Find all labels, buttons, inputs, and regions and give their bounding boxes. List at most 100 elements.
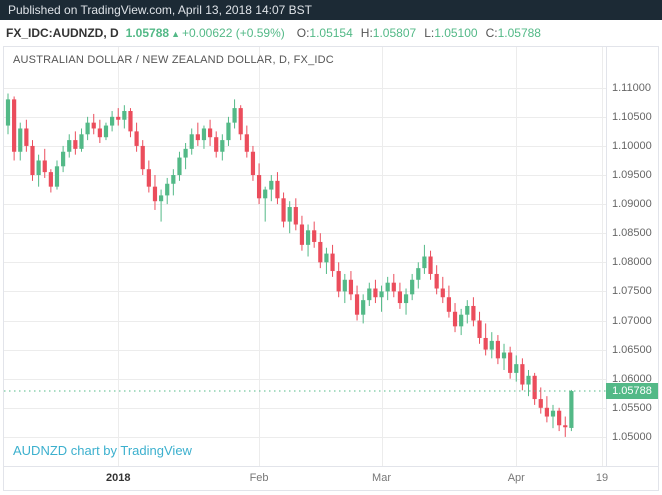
- candle-body: [428, 256, 433, 274]
- candle-body: [550, 410, 556, 417]
- candle-body: [569, 391, 574, 428]
- candle-body: [116, 116, 121, 120]
- chart-canvas[interactable]: [4, 47, 606, 466]
- candle-body: [477, 320, 482, 338]
- candle-body: [434, 273, 439, 289]
- candle-body: [342, 279, 347, 292]
- last-price-badge: 1.05788: [606, 383, 658, 400]
- candle-body: [452, 311, 458, 327]
- symbol-info-bar: FX_IDC:AUDNZD, D 1.05788 ▲ +0.00622 (+0.59%…: [0, 20, 662, 46]
- low-label: L:: [424, 26, 435, 40]
- candle-body: [471, 305, 476, 321]
- candle-body: [526, 375, 531, 385]
- price-axis-label: 1.10500: [612, 110, 652, 123]
- candlestick-plot[interactable]: [4, 47, 606, 466]
- candle-body: [42, 160, 47, 173]
- candle-body: [250, 151, 256, 176]
- candle-body: [201, 128, 207, 141]
- last-price: 1.05788: [125, 26, 170, 40]
- candle-body: [324, 253, 329, 263]
- price-axis-label: 1.09500: [612, 169, 652, 182]
- price-axis-label: 1.08500: [612, 227, 652, 240]
- candle-body: [305, 230, 311, 245]
- candle-body: [557, 410, 562, 426]
- candle-body: [24, 128, 29, 146]
- candle-body: [36, 160, 41, 176]
- candle-body: [226, 122, 231, 141]
- candle-body: [122, 111, 127, 120]
- candle-body: [391, 282, 396, 292]
- candle-body: [238, 108, 243, 135]
- candle-body: [134, 131, 139, 146]
- candle-body: [244, 134, 249, 152]
- chart-title: AUSTRALIAN DOLLAR / NEW ZEALAND DOLLAR, …: [13, 54, 334, 66]
- candle-body: [403, 294, 409, 304]
- candle-body: [207, 128, 213, 138]
- price-axis-label: 1.05500: [612, 401, 652, 414]
- candle-body: [446, 297, 452, 312]
- candle-body: [103, 125, 109, 138]
- candle-body: [544, 407, 549, 417]
- candle-body: [18, 128, 23, 152]
- candle-body: [483, 337, 488, 350]
- candle-body: [330, 253, 335, 272]
- candle-body: [385, 282, 390, 292]
- candle-body: [501, 352, 507, 359]
- candle-body: [67, 140, 72, 152]
- candle-body: [263, 189, 268, 199]
- close-label: C:: [485, 26, 498, 40]
- high-label: H:: [360, 26, 373, 40]
- candle-body: [30, 145, 35, 176]
- candle-body: [269, 180, 274, 190]
- time-axis[interactable]: 2018 Feb Mar Apr 19: [4, 466, 658, 490]
- candle-body: [97, 128, 102, 138]
- candle-body: [73, 140, 78, 149]
- tradingview-watermark-link[interactable]: AUDNZD chart by TradingView: [13, 443, 192, 458]
- candle-body: [459, 314, 464, 327]
- price-axis[interactable]: 1.11000 1.10500 1.10000 1.09500 1.09000 1.085…: [606, 47, 658, 466]
- candle-body: [563, 425, 568, 428]
- candle-body: [361, 300, 366, 315]
- candle-body: [354, 294, 360, 315]
- candle-body: [532, 375, 537, 400]
- price-axis-label: 1.05000: [612, 430, 652, 443]
- candle-body: [110, 116, 115, 126]
- candle-body: [287, 207, 292, 222]
- high-value: 1.05807: [372, 26, 417, 40]
- candle-body: [85, 122, 90, 135]
- candle-body: [318, 241, 323, 263]
- candle-body: [538, 399, 543, 408]
- candle-body: [195, 134, 200, 141]
- candle-body: [514, 364, 519, 373]
- candle-body: [440, 288, 445, 298]
- candle-body: [410, 279, 415, 295]
- candle-body: [79, 134, 84, 149]
- time-axis-label: 2018: [105, 472, 131, 484]
- candle-body: [183, 148, 188, 158]
- price-axis-label: 1.06500: [612, 343, 652, 356]
- time-axis-label: Apr: [507, 472, 525, 484]
- candle-body: [48, 172, 53, 187]
- candle-body: [422, 256, 427, 269]
- candle-body: [220, 140, 225, 152]
- low-value: 1.05100: [434, 26, 478, 40]
- candle-body: [465, 305, 470, 315]
- chart-area[interactable]: 1.11000 1.10500 1.10000 1.09500 1.09000 1.085…: [3, 46, 659, 491]
- candle-body: [281, 198, 286, 222]
- candle-body: [214, 137, 219, 152]
- candle-body: [495, 340, 500, 359]
- candle-body: [189, 134, 194, 149]
- candle-body: [312, 230, 317, 242]
- open-label: O:: [296, 26, 310, 40]
- close-value: 1.05788: [497, 26, 541, 40]
- price-axis-label: 1.06000: [612, 372, 652, 385]
- candle-body: [348, 279, 354, 295]
- price-axis-label: 1.07500: [612, 285, 652, 298]
- candle-body: [12, 99, 17, 152]
- published-text: Published on TradingView.com, April 13, …: [8, 3, 312, 17]
- candle-body: [146, 169, 151, 187]
- price-axis-label: 1.09000: [612, 198, 652, 211]
- symbol-name[interactable]: FX_IDC:AUDNZD, D: [6, 26, 119, 40]
- candle-body: [5, 99, 11, 126]
- up-arrow-icon: ▲: [171, 29, 180, 39]
